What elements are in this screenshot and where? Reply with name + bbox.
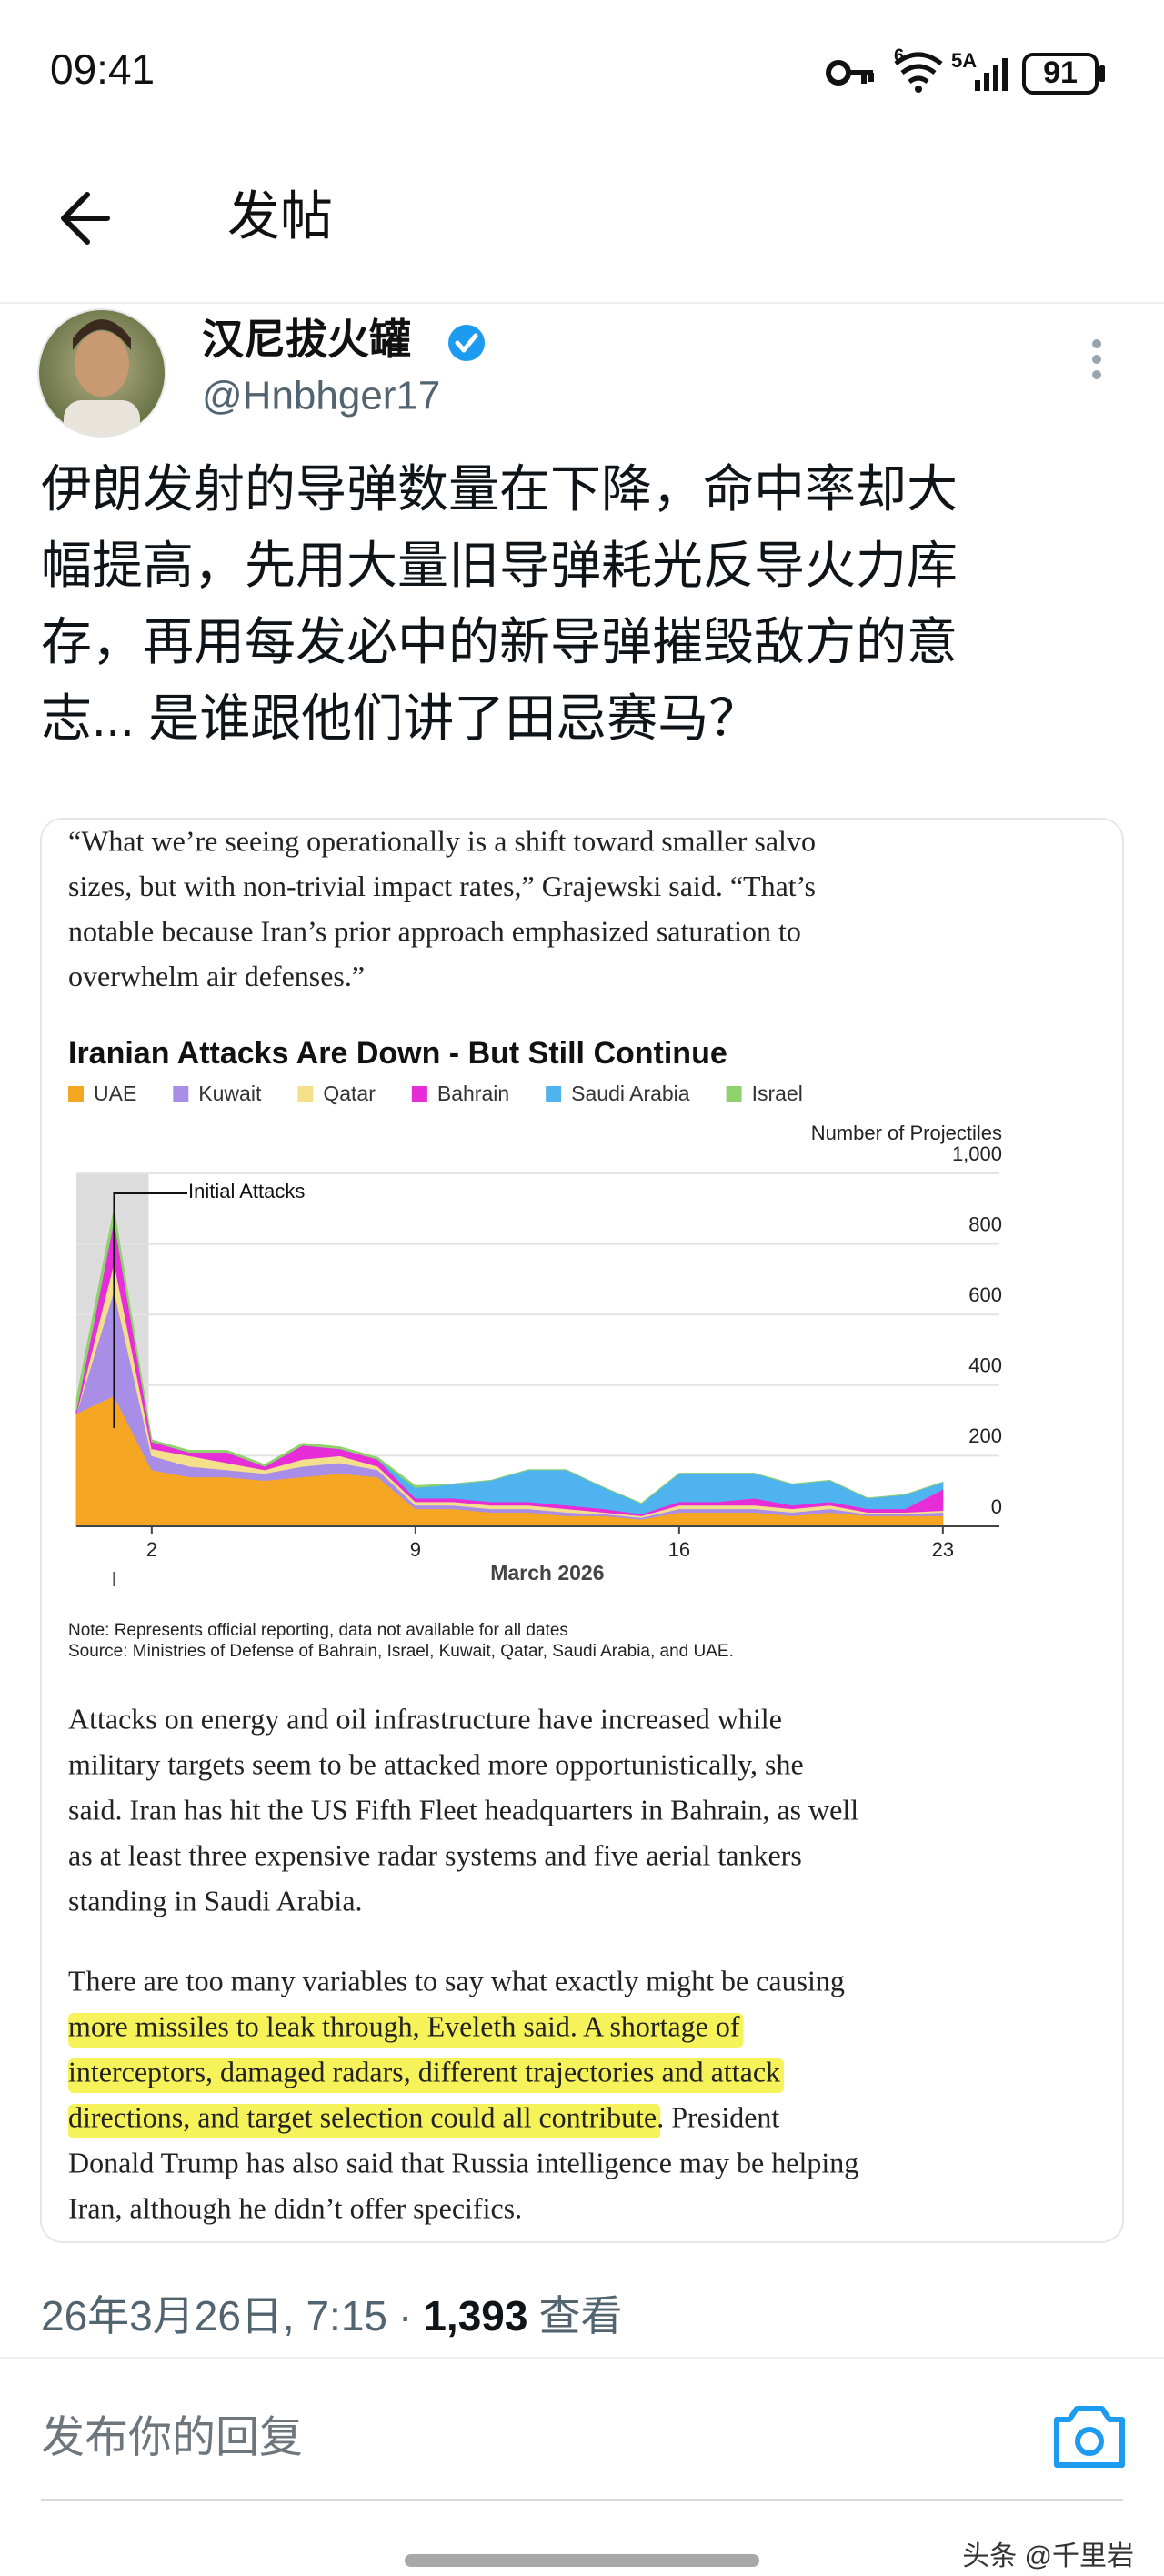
paragraph-segment: . President [657, 2100, 779, 2133]
y-axis-label: Number of Projectiles [811, 1122, 1002, 1144]
y-tick-label: 0 [991, 1495, 1002, 1518]
y-tick-label: 800 [968, 1213, 1002, 1235]
wifi-label: 6 [894, 45, 904, 65]
annotation-label: Initial Attacks [188, 1180, 305, 1202]
y-tick-label: 1,000 [952, 1142, 1002, 1165]
meta-separator: · [398, 2292, 412, 2340]
post-text-line: 伊朗发射的导弹数量在下降，命中率却大 [41, 460, 958, 518]
home-indicator [405, 2554, 759, 2567]
verified-badge [448, 325, 485, 361]
paragraph-segment: interceptors, damaged radars, different … [68, 2055, 780, 2088]
legend-swatch [297, 1086, 314, 1102]
paragraph-segment: directions, and target selection could a… [68, 2100, 657, 2133]
author-handle: @Hnbhger17 [202, 374, 440, 418]
author-name[interactable]: 汉尼拔火罐 [202, 316, 411, 363]
y-tick-label: 200 [968, 1424, 1002, 1447]
chart-note: Note: Represents official reporting, dat… [68, 1621, 568, 1640]
x-tick-label: 23 [932, 1538, 954, 1561]
status-time: 09:41 [50, 45, 155, 93]
paragraph-line: said. Iran has hit the US Fifth Fleet he… [68, 1793, 858, 1826]
paragraph-line: as at least three expensive radar system… [68, 1838, 802, 1871]
avatar-border [37, 308, 166, 438]
chart-source: Source: Ministries of Defense of Bahrain… [68, 1642, 734, 1661]
avatar[interactable] [38, 309, 166, 446]
post-date: 26年3月26日, 7:15 [41, 2292, 387, 2340]
legend-label: Kuwait [198, 1082, 262, 1105]
legend-label: Bahrain [437, 1082, 509, 1105]
legend-swatch [411, 1086, 427, 1102]
y-tick-label: 400 [968, 1354, 1002, 1377]
legend-swatch [726, 1086, 742, 1102]
legend-swatch [546, 1086, 562, 1102]
post-text-line: 幅提高，先用大量旧导弹耗光反导火力库 [41, 537, 958, 594]
post-text-line: 存，再用每发必中的新导弹摧毁敌方的意 [41, 613, 958, 670]
post-text-line: 志... 是谁跟他们讲了田忌赛马？ [41, 689, 759, 747]
quote-line: overwhelm air defenses.” [68, 960, 365, 992]
paragraph-line: standing in Saudi Arabia. [68, 1884, 363, 1917]
back-button[interactable] [61, 192, 110, 245]
x-tick-label: 16 [668, 1538, 690, 1561]
legend-swatch [173, 1086, 189, 1102]
text-highlight [68, 2058, 785, 2093]
camera-button[interactable] [1054, 2406, 1125, 2468]
chart-title: Iranian Attacks Are Down - But Still Con… [68, 1036, 728, 1071]
battery-level: 91 [1043, 55, 1078, 90]
more-button[interactable] [1092, 339, 1101, 379]
reply-input[interactable]: 发布你的回复 [41, 2414, 303, 2462]
quote-line: sizes, but with non-trivial impact rates… [68, 870, 816, 902]
annotation-leader [113, 1192, 187, 1428]
signal-label: 5A [951, 49, 977, 72]
quote-line: notable because Iran’s prior approach em… [68, 914, 801, 947]
watermark: 头条 @千里岩 [962, 2541, 1134, 2571]
article-card [40, 818, 1124, 2243]
header-title: 发帖 [227, 186, 333, 246]
paragraph-segment: Donald Trump has also said that Russia i… [68, 2146, 858, 2179]
paragraph-segment: Iran, although he didn’t offer specifics… [68, 2191, 522, 2224]
legend-label: UAE [94, 1082, 136, 1105]
view-label: 查看 [538, 2292, 622, 2340]
area-series [75, 1208, 944, 1504]
quote-line: “What we’re seeing operationally is a sh… [68, 824, 816, 857]
legend-label: Saudi Arabia [571, 1082, 690, 1105]
paragraph-segment: There are too many variables to say what… [68, 1964, 845, 1997]
legend-label: Israel [752, 1082, 803, 1105]
legend-swatch [68, 1086, 84, 1102]
legend-label: Qatar [323, 1082, 376, 1105]
x-tick-label: 2 [146, 1538, 157, 1561]
text-highlight [68, 2013, 744, 2048]
x-axis-label: March 2026 [490, 1561, 604, 1585]
paragraph-segment: more missiles to leak through, Eveleth s… [68, 2009, 740, 2042]
paragraph-line: Attacks on energy and oil infrastructure… [68, 1702, 782, 1735]
paragraph-line: military targets seem to be attacked mor… [68, 1747, 804, 1780]
x-tick-label: 9 [410, 1538, 421, 1561]
view-count: 1,393 [423, 2292, 527, 2340]
y-tick-label: 600 [968, 1283, 1002, 1306]
text-highlight [68, 2104, 661, 2138]
status-icons [826, 52, 1105, 95]
